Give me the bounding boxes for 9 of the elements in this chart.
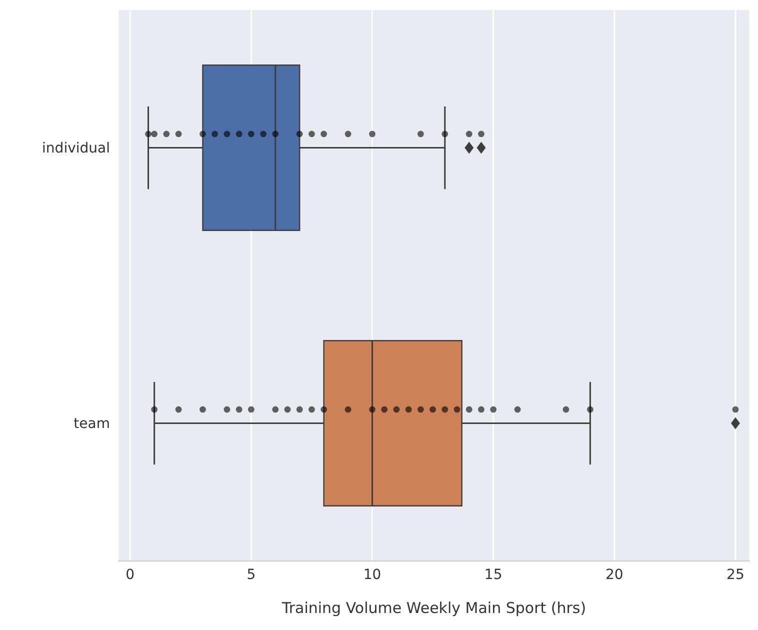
y-tick-label: individual (42, 140, 110, 157)
y-tick-label: team (74, 416, 110, 432)
x-tick-label: 20 (605, 566, 624, 583)
x-axis-title: Training Volume Weekly Main Sport (hrs) (280, 599, 586, 617)
x-tick-label: 10 (363, 566, 382, 583)
x-tick-label: 0 (126, 566, 135, 583)
x-tick-label: 5 (246, 566, 256, 583)
x-tick-label: 15 (484, 566, 502, 583)
x-tick-label: 25 (726, 566, 744, 583)
